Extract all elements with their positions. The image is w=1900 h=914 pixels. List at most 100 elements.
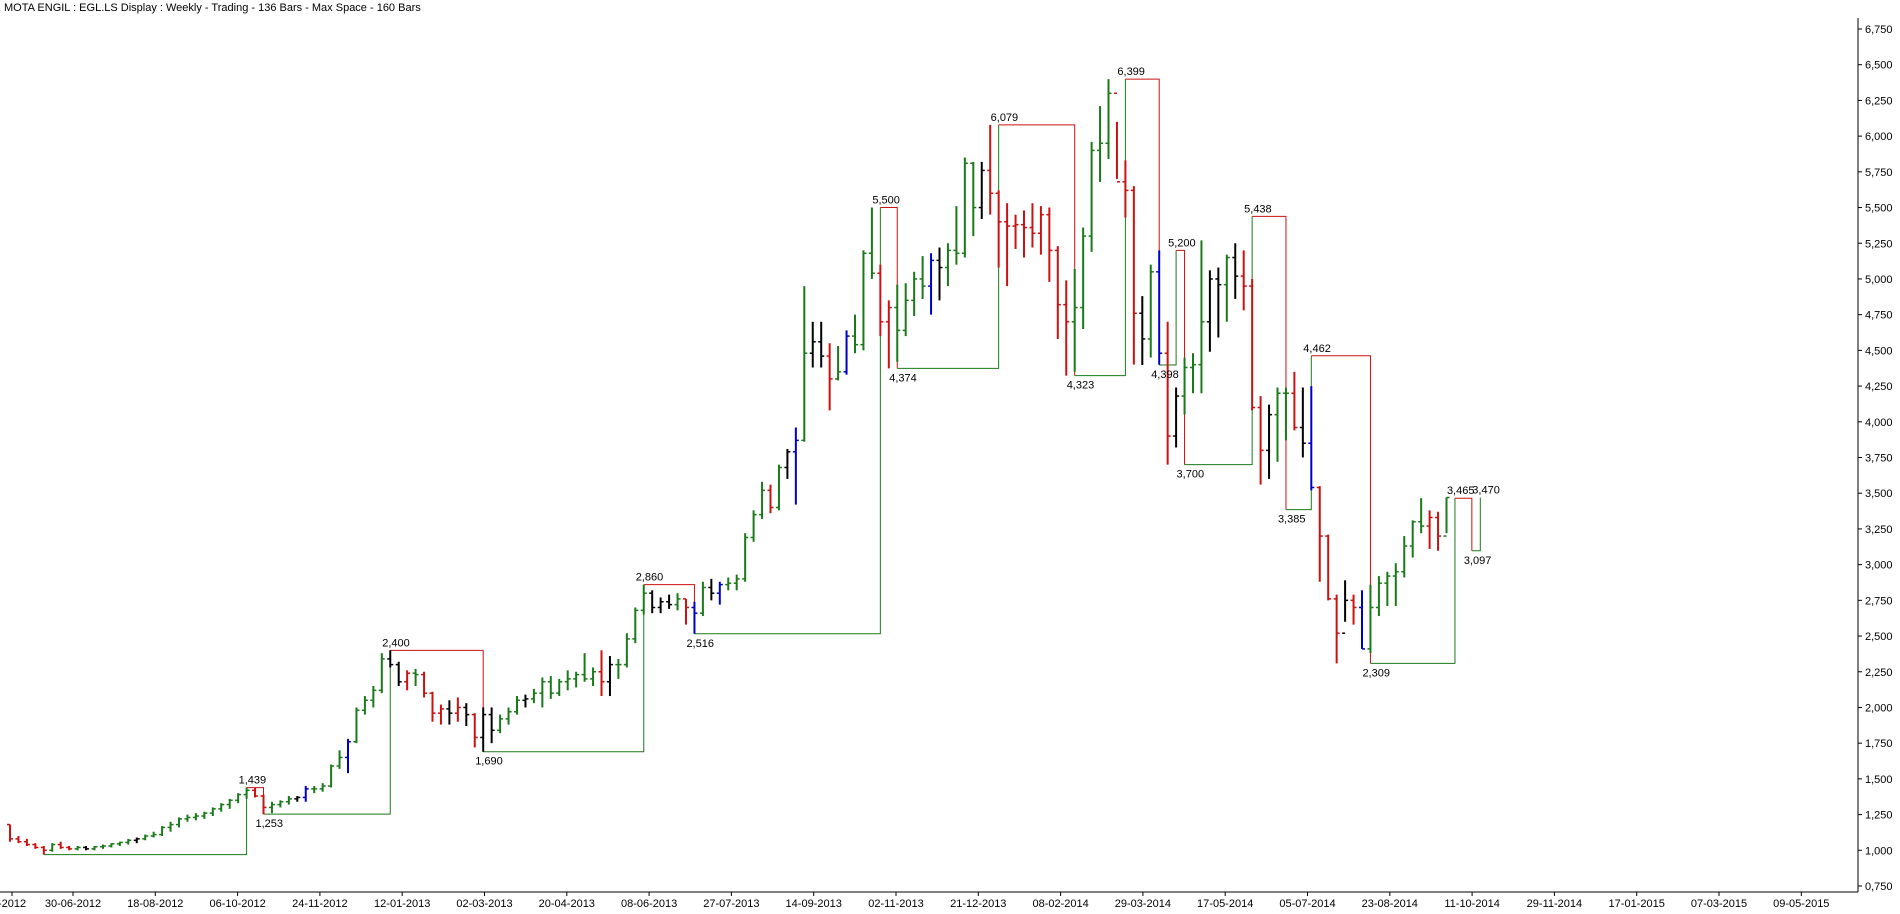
ohlc-bar xyxy=(226,798,233,809)
ohlc-bar xyxy=(1190,353,1196,394)
ohlc-bar xyxy=(302,786,309,802)
ohlc-bar xyxy=(1249,278,1256,411)
ohlc-bar xyxy=(471,713,478,748)
ohlc-bar xyxy=(49,843,56,852)
ohlc-bar xyxy=(826,343,833,411)
x-tick-label: 23-08-2014 xyxy=(1362,898,1418,910)
ohlc-bar xyxy=(268,801,275,814)
ohlc-bar xyxy=(877,264,884,337)
ohlc-bar xyxy=(615,658,622,679)
ohlc-bar xyxy=(1401,536,1408,578)
ohlc-bar xyxy=(759,481,766,519)
swing-label: 5,500 xyxy=(872,195,900,207)
y-tick-label: 4,500 xyxy=(1865,345,1893,357)
swing-segment xyxy=(263,650,391,815)
ohlc-bar xyxy=(801,286,808,442)
ohlc-bar xyxy=(1046,207,1053,282)
ohlc-bar xyxy=(260,794,267,815)
ohlc-bar xyxy=(683,598,689,625)
ohlc-bar xyxy=(40,846,47,855)
ohlc-bar xyxy=(32,843,39,849)
ohlc-bar xyxy=(108,843,115,848)
ohlc-bar xyxy=(1308,386,1315,491)
ohlc-bar xyxy=(1257,396,1264,485)
swing-label: 5,200 xyxy=(1168,237,1196,249)
ohlc-bar xyxy=(928,253,935,315)
ohlc-bar xyxy=(623,633,630,668)
ohlc-bar xyxy=(716,581,723,605)
ohlc-bar xyxy=(522,694,529,708)
swing-label: 3,097 xyxy=(1464,555,1492,567)
x-tick-label: 09-05-2015 xyxy=(1773,898,1829,910)
ohlc-bar xyxy=(1097,106,1104,182)
ohlc-bar xyxy=(1037,206,1044,255)
ohlc-bar xyxy=(1443,496,1450,537)
ohlc-bar xyxy=(116,841,123,847)
ohlc-bar xyxy=(1240,250,1247,311)
ohlc-bar xyxy=(142,834,149,841)
y-tick-label: 1,750 xyxy=(1865,738,1893,750)
ohlc-bar xyxy=(328,764,335,788)
ohlc-bar xyxy=(57,841,64,849)
x-tick-label: 17-05-2014 xyxy=(1197,898,1253,910)
ohlc-bar xyxy=(404,670,411,691)
ohlc-bar xyxy=(285,796,292,805)
ohlc-bar xyxy=(868,207,875,279)
ohlc-bar xyxy=(1350,594,1357,625)
ohlc-bar xyxy=(1054,246,1061,339)
ohlc-bar xyxy=(395,661,402,687)
ohlc-bar xyxy=(74,846,81,851)
ohlc-bar xyxy=(192,813,199,821)
ohlc-bar xyxy=(1392,563,1399,607)
ohlc-bar xyxy=(243,787,250,799)
ohlc-bar xyxy=(835,346,842,381)
ohlc-bar xyxy=(480,707,487,752)
ohlc-bar xyxy=(235,793,242,804)
swing-label: 4,398 xyxy=(1151,369,1179,381)
ohlc-bar xyxy=(708,578,715,601)
ohlc-bar xyxy=(944,243,951,287)
x-tick-label: 27-07-2013 xyxy=(703,898,759,910)
y-tick-label: 2,250 xyxy=(1865,667,1893,679)
y-tick-label: 5,250 xyxy=(1865,238,1893,250)
ohlc-bar xyxy=(1426,510,1433,549)
ohlc-bar xyxy=(91,845,98,851)
y-tick-label: 6,250 xyxy=(1865,95,1893,107)
ohlc-bar xyxy=(23,838,30,847)
ohlc-bar xyxy=(632,607,639,644)
ohlc-bar xyxy=(547,676,554,699)
ohlc-bar xyxy=(1418,498,1425,534)
ohlc-bar xyxy=(1147,264,1154,358)
swing-label: 1,253 xyxy=(256,818,284,830)
x-tick-label: 08-06-2013 xyxy=(621,898,677,910)
ohlc-bar xyxy=(167,821,174,832)
y-tick-label: 2,000 xyxy=(1865,702,1893,714)
ohlc-bar xyxy=(1063,280,1070,376)
ohlc-bar xyxy=(581,653,588,682)
y-tick-label: 3,000 xyxy=(1865,560,1893,572)
ohlc-bar xyxy=(1156,250,1163,365)
y-tick-label: 6,000 xyxy=(1865,131,1893,143)
swing-segment xyxy=(43,787,248,856)
ohlc-bar xyxy=(15,836,22,844)
ohlc-bar xyxy=(843,330,850,375)
swing-label: 4,374 xyxy=(889,372,917,384)
y-tick-label: 1,000 xyxy=(1865,845,1893,857)
swing-label: 3,470 xyxy=(1472,484,1500,496)
ohlc-bar xyxy=(378,653,385,694)
ohlc-bar xyxy=(370,686,377,708)
ohlc-bar xyxy=(1029,203,1036,248)
ohlc-bar xyxy=(564,670,571,691)
swing-segment xyxy=(390,649,484,752)
ohlc-bar xyxy=(733,574,740,591)
ohlc-bar xyxy=(953,206,960,265)
y-tick-label: 4,000 xyxy=(1865,417,1893,429)
x-tick-label: 07-03-2015 xyxy=(1691,898,1747,910)
y-tick-label: 1,500 xyxy=(1865,774,1893,786)
ohlc-bar xyxy=(606,656,613,697)
ohlc-bar xyxy=(894,284,901,362)
swing-segment xyxy=(1176,249,1186,465)
ohlc-bar xyxy=(750,510,757,542)
swing-label: 4,462 xyxy=(1303,343,1331,355)
